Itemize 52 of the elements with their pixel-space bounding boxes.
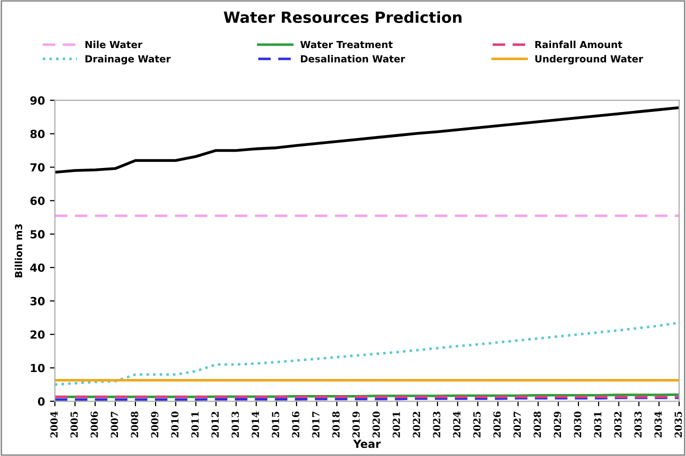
x-tick-label: 2031 xyxy=(594,412,602,438)
x-tick-label: 2023 xyxy=(432,412,440,438)
x-tick-label: 2024 xyxy=(453,411,460,438)
x-tick-label: 2007 xyxy=(110,412,118,438)
legend-label: Desalination Water xyxy=(300,54,406,62)
chart-title: Water Resources Prediction xyxy=(224,11,462,24)
y-tick-label: 80 xyxy=(30,130,45,138)
legend-label: Water Treatment xyxy=(300,40,393,48)
y-axis-title: Billion m3 xyxy=(14,224,22,278)
x-tick-label: 2009 xyxy=(151,412,158,438)
y-tick-label: 90 xyxy=(30,96,45,105)
x-tick-label: 2014 xyxy=(252,411,260,438)
x-tick-label: 2005 xyxy=(70,412,78,438)
x-tick-label: 2030 xyxy=(574,411,582,438)
x-tick-label: 2034 xyxy=(654,411,662,438)
legend-label: Drainage Water xyxy=(85,54,171,64)
x-tick-label: 2011 xyxy=(191,412,199,438)
x-tick-label: 2010 xyxy=(171,411,179,438)
x-axis-title: Year xyxy=(353,440,381,448)
y-tick-label: 20 xyxy=(30,330,45,339)
x-tick-label: 2021 xyxy=(392,412,400,438)
y-tick-label: 50 xyxy=(30,230,45,238)
y-tick-label: 0 xyxy=(38,397,45,406)
x-tick-label: 2013 xyxy=(232,412,239,438)
x-tick-label: 2026 xyxy=(493,412,501,438)
legend-label: Nile Water xyxy=(85,40,142,48)
x-tick-label: 2012 xyxy=(211,412,219,438)
x-tick-label: 2028 xyxy=(534,412,541,438)
x-tick-label: 2006 xyxy=(90,412,98,438)
x-tick-label: 2016 xyxy=(292,412,300,438)
y-tick-label: 30 xyxy=(30,296,45,306)
x-tick-label: 2018 xyxy=(332,412,340,438)
x-tick-label: 2033 xyxy=(634,412,642,438)
x-tick-label: 2004 xyxy=(50,411,58,438)
y-tick-label: 10 xyxy=(30,364,45,372)
x-tick-label: 2032 xyxy=(614,412,622,438)
x-tick-label: 2019 xyxy=(352,412,360,438)
line-series xyxy=(54,106,680,174)
x-tick-label: 2029 xyxy=(554,412,562,438)
x-tick-label: 2015 xyxy=(272,412,280,438)
x-tick-label: 2008 xyxy=(130,412,138,438)
x-tick-label: 2035 xyxy=(674,412,682,438)
x-tick-label: 2025 xyxy=(473,412,481,438)
x-tick-label: 2020 xyxy=(372,411,380,438)
legend-label: Underground Water xyxy=(535,54,644,64)
x-tick-label: 2017 xyxy=(312,412,320,438)
y-tick-label: 40 xyxy=(30,263,45,272)
x-tick-label: 2022 xyxy=(412,412,420,438)
legend-label: Rainfall Amount xyxy=(535,40,622,48)
y-tick-label: 60 xyxy=(30,196,45,206)
x-tick-label: 2027 xyxy=(514,412,521,438)
y-tick-label: 70 xyxy=(30,163,45,172)
